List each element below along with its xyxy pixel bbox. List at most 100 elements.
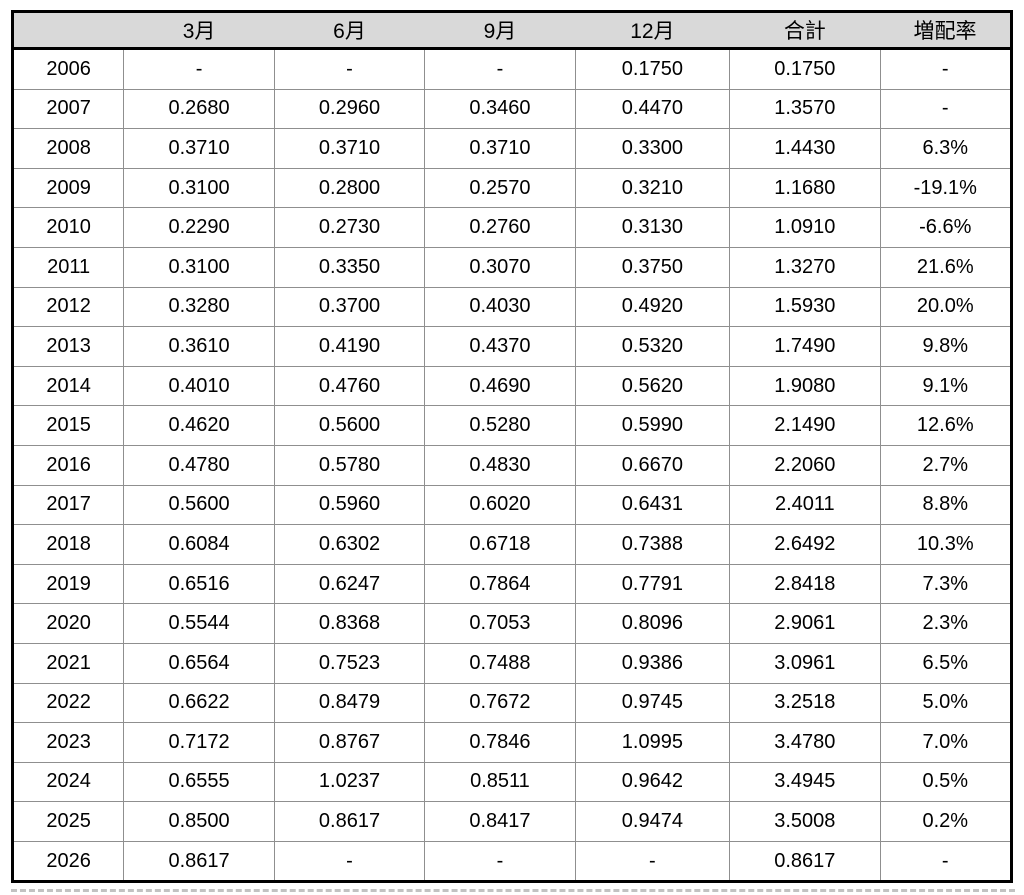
value-cell: 0.4010 xyxy=(123,365,275,407)
value-cell: 0.9745 xyxy=(574,682,731,724)
page-break-dashed-line xyxy=(11,889,1015,893)
column-header-2: 6月 xyxy=(274,11,425,50)
table-row-2016: 2016 0.4780 0.5780 0.4830 0.6670 2.2060 2.7% xyxy=(10,444,1014,486)
value-cell: 1.3270 xyxy=(729,246,881,288)
value-cell: 3.4945 xyxy=(729,761,881,803)
value-cell: - xyxy=(123,48,275,90)
value-cell: 1.0237 xyxy=(273,761,426,803)
value-cell: 6.5% xyxy=(879,642,1014,684)
value-cell: 0.4830 xyxy=(424,444,576,486)
table-row-2020: 2020 0.5544 0.8368 0.7053 0.8096 2.9061 2.3% xyxy=(10,603,1014,644)
value-cell: 0.6670 xyxy=(574,444,731,486)
value-cell: 0.6084 xyxy=(123,524,275,565)
year-cell: 2024 xyxy=(10,761,125,803)
value-cell: 10.3% xyxy=(879,524,1014,565)
column-header-4: 12月 xyxy=(575,11,730,50)
header-row: 3月 6月 9月 12月 合計 増配率 xyxy=(12,11,1012,50)
year-cell: 2010 xyxy=(10,207,125,248)
table-row-2017: 2017 0.5600 0.5960 0.6020 0.6431 2.4011 8.8% xyxy=(10,484,1014,526)
value-cell: 0.9386 xyxy=(574,642,731,684)
value-cell: 0.5280 xyxy=(424,405,576,446)
value-cell: 0.2290 xyxy=(123,207,275,248)
table-row-2007: 2007 0.2680 0.2960 0.3460 0.4470 1.3570- xyxy=(10,88,1014,130)
value-cell: 0.2680 xyxy=(123,88,275,130)
value-cell: 1.7490 xyxy=(729,326,881,367)
table-row-2019: 2019 0.6516 0.6247 0.7864 0.7791 2.8418 7.3% xyxy=(10,563,1014,605)
table-row-2010: 2010 0.2290 0.2730 0.2760 0.3130 1.0910 -6.6% xyxy=(10,207,1014,248)
value-cell: 1.4430 xyxy=(729,128,881,169)
value-cell: 0.5620 xyxy=(574,365,731,407)
value-cell: 0.3130 xyxy=(574,207,731,248)
value-cell: 0.6020 xyxy=(424,484,576,526)
value-cell: 0.3710 xyxy=(424,128,576,169)
value-cell: 2.6492 xyxy=(729,524,881,565)
value-cell: - xyxy=(273,840,426,884)
value-cell: - xyxy=(879,48,1014,90)
value-cell: 0.5544 xyxy=(123,603,275,644)
table-row-2006: 2006- - -0.1750 0.1750- xyxy=(10,48,1014,90)
table-row-2026: 2026 0.8617- - -0.8617- xyxy=(10,840,1014,884)
value-cell: 0.4470 xyxy=(574,88,731,130)
value-cell: 0.3210 xyxy=(574,167,731,209)
column-header-3: 9月 xyxy=(424,11,576,50)
value-cell: 0.8511 xyxy=(424,761,576,803)
value-cell: 0.3350 xyxy=(273,246,426,288)
value-cell: 0.6718 xyxy=(424,524,576,565)
value-cell: 0.6555 xyxy=(123,761,275,803)
value-cell: 0.3750 xyxy=(574,246,731,288)
value-cell: 0.8617 xyxy=(273,801,426,842)
value-cell: 9.8% xyxy=(879,326,1014,367)
value-cell: 0.1750 xyxy=(574,48,731,90)
corner-header-cell xyxy=(12,11,124,50)
value-cell: 0.7172 xyxy=(123,722,275,763)
year-cell: 2009 xyxy=(10,167,125,209)
table-row-2012: 2012 0.3280 0.3700 0.4030 0.4920 1.5930 20.0% xyxy=(10,286,1014,328)
value-cell: 3.2518 xyxy=(729,682,881,724)
year-cell: 2019 xyxy=(10,563,125,605)
column-header-5: 合計 xyxy=(729,11,881,50)
value-cell: 0.4760 xyxy=(273,365,426,407)
table-row-2023: 2023 0.7172 0.8767 0.7846 1.0995 3.4780 7.0% xyxy=(10,722,1014,763)
value-cell: 12.6% xyxy=(879,405,1014,446)
value-cell: 0.4920 xyxy=(574,286,731,328)
year-cell: 2006 xyxy=(10,48,125,90)
value-cell: 0.5780 xyxy=(273,444,426,486)
value-cell: 0.3710 xyxy=(123,128,275,169)
value-cell: 3.4780 xyxy=(729,722,881,763)
value-cell: 9.1% xyxy=(879,365,1014,407)
year-cell: 2025 xyxy=(10,801,125,842)
value-cell: 0.4370 xyxy=(424,326,576,367)
table-row-2015: 2015 0.4620 0.5600 0.5280 0.5990 2.1490 12.6% xyxy=(10,405,1014,446)
table-row-2024: 2024 0.6555 1.0237 0.8511 0.9642 3.4945 0.5% xyxy=(10,761,1014,803)
value-cell: 0.7388 xyxy=(574,524,731,565)
value-cell: 0.8617 xyxy=(123,840,275,884)
value-cell: 0.8368 xyxy=(273,603,426,644)
value-cell: 0.6622 xyxy=(123,682,275,724)
value-cell: 0.4030 xyxy=(424,286,576,328)
value-cell: 0.8417 xyxy=(424,801,576,842)
value-cell: 0.5960 xyxy=(273,484,426,526)
year-cell: 2015 xyxy=(10,405,125,446)
value-cell: 3.5008 xyxy=(729,801,881,842)
year-cell: 2017 xyxy=(10,484,125,526)
value-cell: 0.6247 xyxy=(273,563,426,605)
year-cell: 2018 xyxy=(10,524,125,565)
value-cell: 0.6302 xyxy=(273,524,426,565)
value-cell: 0.3460 xyxy=(424,88,576,130)
value-cell: 0.7053 xyxy=(424,603,576,644)
value-cell: 3.0961 xyxy=(729,642,881,684)
year-cell: 2008 xyxy=(10,128,125,169)
value-cell: 0.7488 xyxy=(424,642,576,684)
value-cell: 5.0% xyxy=(879,682,1014,724)
value-cell: 2.3% xyxy=(879,603,1014,644)
column-header-1: 3月 xyxy=(123,11,275,50)
year-cell: 2016 xyxy=(10,444,125,486)
value-cell: -6.6% xyxy=(879,207,1014,248)
table-row-2021: 2021 0.6564 0.7523 0.7488 0.9386 3.0961 6.5% xyxy=(10,642,1014,684)
value-cell: 0.3710 xyxy=(273,128,426,169)
value-cell: 20.0% xyxy=(879,286,1014,328)
value-cell: 0.3700 xyxy=(273,286,426,328)
year-cell: 2023 xyxy=(10,722,125,763)
value-cell: 2.1490 xyxy=(729,405,881,446)
year-cell: 2026 xyxy=(10,840,125,884)
